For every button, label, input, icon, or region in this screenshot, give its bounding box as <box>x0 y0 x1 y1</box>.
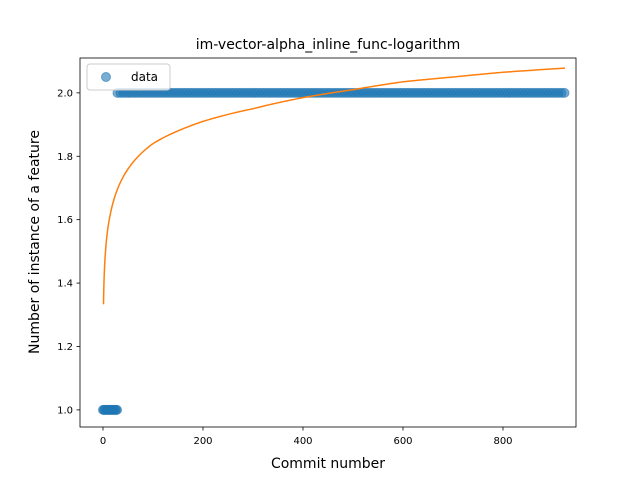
y-tick-label: 1.4 <box>57 279 73 290</box>
legend-label-data: data <box>131 70 158 84</box>
y-tick-label: 1.8 <box>57 152 73 163</box>
y-tick-label: 1.0 <box>57 405 73 416</box>
data-point <box>559 87 570 98</box>
x-axis-label: Commit number <box>271 456 385 472</box>
y-tick-label: 1.6 <box>57 215 73 226</box>
x-tick-label: 800 <box>493 436 512 447</box>
fit-line <box>102 67 566 305</box>
y-tick-label: 2.0 <box>57 88 73 99</box>
plot-area <box>80 58 576 427</box>
y-axis-label: Number of instance of a feature <box>27 130 43 354</box>
legend-marker-data <box>101 72 111 82</box>
x-tick-label: 0 <box>100 436 106 447</box>
data-point <box>112 404 122 415</box>
y-tick-label: 1.2 <box>57 342 73 353</box>
chart-title: im-vector-alpha_inline_func-logarithm <box>196 37 461 53</box>
plot-frame <box>79 57 577 428</box>
x-tick-label: 600 <box>393 436 412 447</box>
legend-box <box>86 63 171 91</box>
x-tick-label: 200 <box>193 436 212 447</box>
legend: data <box>86 63 171 91</box>
x-tick-label: 400 <box>293 436 312 447</box>
